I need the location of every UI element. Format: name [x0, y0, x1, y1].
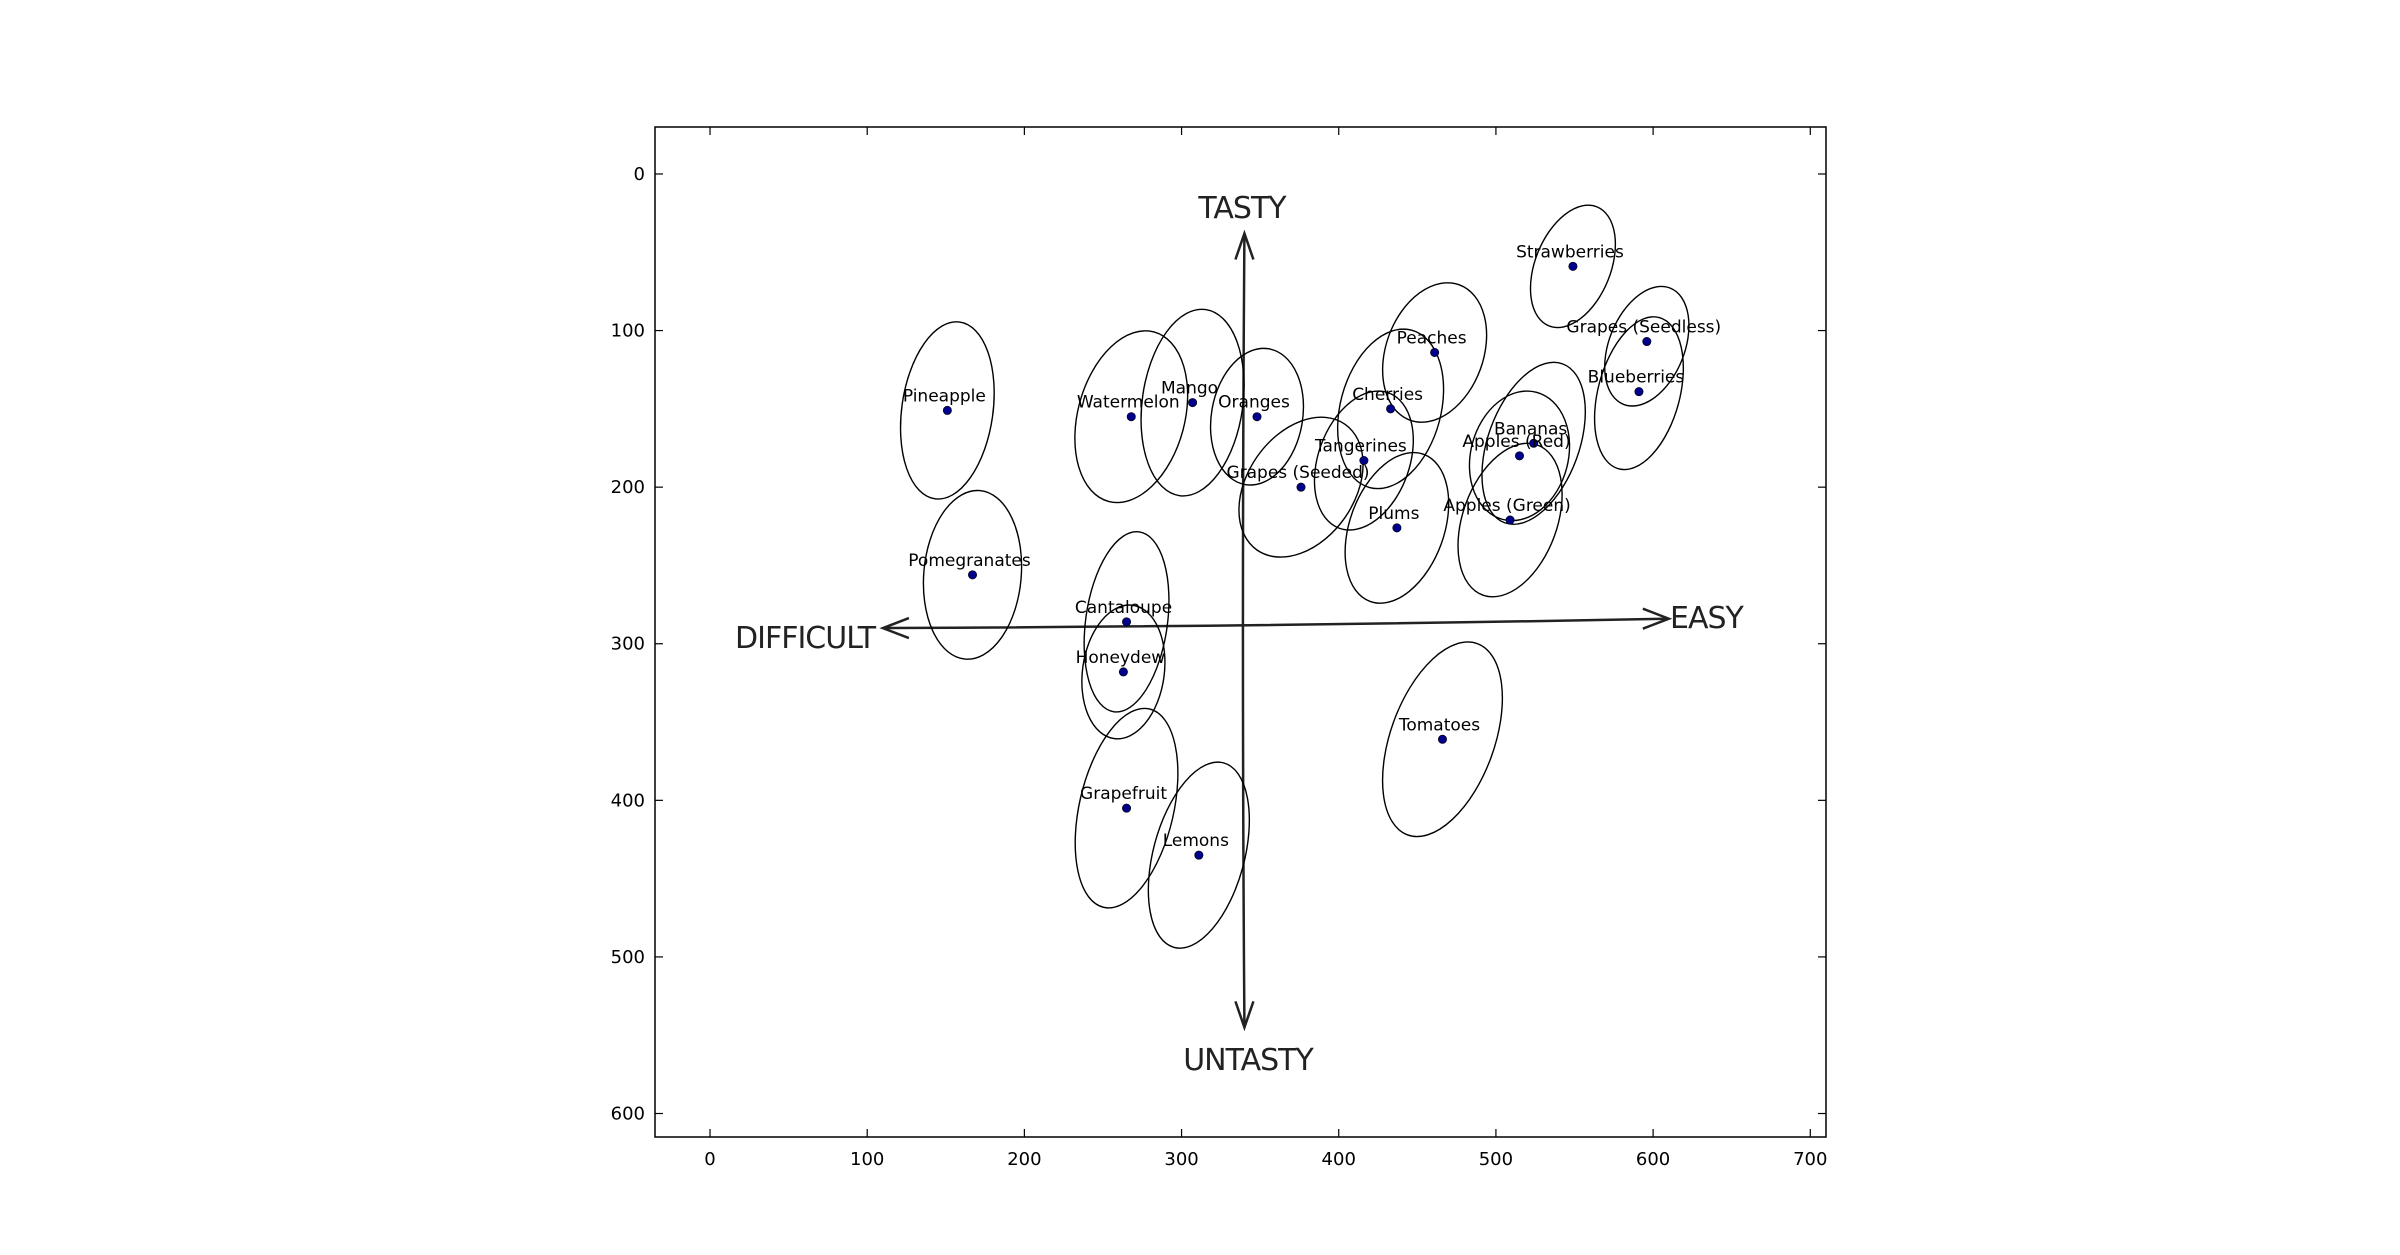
- data-point: [1296, 482, 1306, 492]
- y-tick-label: 200: [611, 477, 645, 498]
- x-tick-label: 400: [1322, 1149, 1356, 1170]
- x-tick-label: 700: [1793, 1149, 1827, 1170]
- spread-ellipse: [1238, 416, 1364, 558]
- label-easy: EASY: [1670, 601, 1745, 636]
- ellipses: [899, 204, 1690, 949]
- point-label: Strawberries: [1516, 242, 1624, 262]
- data-point: [942, 405, 952, 415]
- point-label: Honeydew: [1076, 648, 1166, 668]
- y-tick-label: 500: [611, 947, 645, 968]
- point-label: Tomatoes: [1398, 715, 1480, 735]
- spread-ellipse: [1147, 761, 1251, 949]
- point-label: Tangerines: [1314, 437, 1407, 457]
- point-label: Grapes (Seeded): [1226, 463, 1369, 483]
- label-tasty: TASTY: [1197, 191, 1287, 226]
- spread-ellipse: [1140, 308, 1245, 497]
- data-point: [1514, 451, 1524, 461]
- data-points: [942, 261, 1652, 860]
- data-point: [1634, 387, 1644, 397]
- data-point: [968, 570, 978, 580]
- spread-ellipse: [1336, 328, 1445, 490]
- point-label: Grapefruit: [1080, 784, 1167, 804]
- data-point: [1568, 261, 1578, 271]
- arrow-head-right: [1642, 607, 1673, 630]
- y-axis: 0 100 200 300 400 500 600: [611, 164, 1826, 1125]
- point-label: Apples (Green): [1443, 496, 1570, 516]
- x-tick-label: 200: [1007, 1149, 1041, 1170]
- data-point: [1118, 667, 1128, 677]
- arrow-head-up: [1234, 229, 1255, 260]
- vertical-axis-arrow: [1241, 233, 1246, 1028]
- x-tick-label: 600: [1636, 1149, 1670, 1170]
- spread-ellipse: [1381, 641, 1504, 838]
- spread-ellipse: [1603, 285, 1690, 407]
- point-label: Bananas: [1494, 419, 1567, 439]
- x-tick-label: 300: [1164, 1149, 1198, 1170]
- data-point: [1386, 404, 1396, 414]
- spread-ellipse: [1344, 451, 1450, 604]
- data-point: [1126, 412, 1136, 422]
- point-label: Oranges: [1218, 393, 1290, 413]
- y-tick-label: 300: [611, 634, 645, 655]
- spread-ellipse: [1083, 531, 1170, 713]
- label-untasty: UNTASTY: [1183, 1043, 1314, 1078]
- spread-ellipse: [1529, 204, 1617, 329]
- point-label: Lemons: [1163, 831, 1229, 851]
- point-label: Pineapple: [903, 386, 986, 406]
- plot-layer: Strawberries Grapes (Seedless) Blueberries…: [879, 204, 1721, 1032]
- y-tick-label: 400: [611, 790, 645, 811]
- data-point: [1122, 803, 1132, 813]
- point-label: Plums: [1368, 504, 1419, 524]
- plot-area: [654, 126, 1827, 1138]
- y-tick-label: 0: [634, 164, 645, 185]
- x-tick-label: 500: [1479, 1149, 1513, 1170]
- y-tick-label: 600: [611, 1104, 645, 1125]
- x-tick-label: 0: [704, 1149, 715, 1170]
- x-tick-label: 100: [850, 1149, 884, 1170]
- data-point: [1122, 617, 1132, 627]
- point-label: Grapes (Seedless): [1566, 318, 1721, 338]
- spread-ellipse: [1074, 330, 1189, 504]
- point-label: Cantaloupe: [1075, 598, 1172, 618]
- point-label: Mango: [1161, 379, 1218, 399]
- point-label: Watermelon: [1077, 393, 1180, 413]
- spread-ellipse: [1209, 347, 1305, 486]
- data-point: [1252, 412, 1262, 422]
- axis-arrows: [879, 229, 1673, 1032]
- data-point: [1642, 337, 1652, 347]
- y-tick-label: 100: [611, 321, 645, 342]
- spread-ellipse: [922, 489, 1023, 660]
- data-point: [1430, 347, 1440, 357]
- data-point: [1529, 438, 1539, 448]
- data-point: [1505, 515, 1515, 525]
- point-label: Pomegranates: [908, 551, 1031, 571]
- spread-ellipse: [1481, 361, 1587, 525]
- data-point: [1194, 850, 1204, 860]
- arrow-head-left: [879, 616, 910, 640]
- label-difficult: DIFFICULT: [735, 621, 877, 656]
- spread-ellipse: [1593, 316, 1685, 471]
- data-point: [1437, 734, 1447, 744]
- spread-ellipse: [1468, 390, 1571, 522]
- spread-ellipse: [899, 321, 995, 500]
- point-label: Apples (Red): [1462, 432, 1570, 452]
- spread-ellipse: [1381, 282, 1488, 423]
- x-axis: 0 100 200 300 400 500 600 700: [704, 127, 1827, 1170]
- data-point: [1392, 523, 1402, 533]
- horizontal-axis-arrow: [882, 617, 1669, 630]
- spread-ellipse: [1313, 390, 1415, 531]
- arrow-head-down: [1234, 1000, 1255, 1032]
- spread-ellipse: [1074, 707, 1179, 909]
- data-point: [1188, 398, 1198, 408]
- data-point: [1359, 456, 1369, 466]
- point-label: Blueberries: [1588, 368, 1685, 388]
- quadrant-labels: TASTY UNTASTY DIFFICULT EASY: [735, 191, 1746, 1078]
- point-labels: Strawberries Grapes (Seedless) Blueberries…: [903, 242, 1721, 851]
- point-label: Cherries: [1352, 385, 1423, 405]
- spread-ellipse: [1081, 604, 1166, 740]
- point-label: Peaches: [1397, 328, 1467, 348]
